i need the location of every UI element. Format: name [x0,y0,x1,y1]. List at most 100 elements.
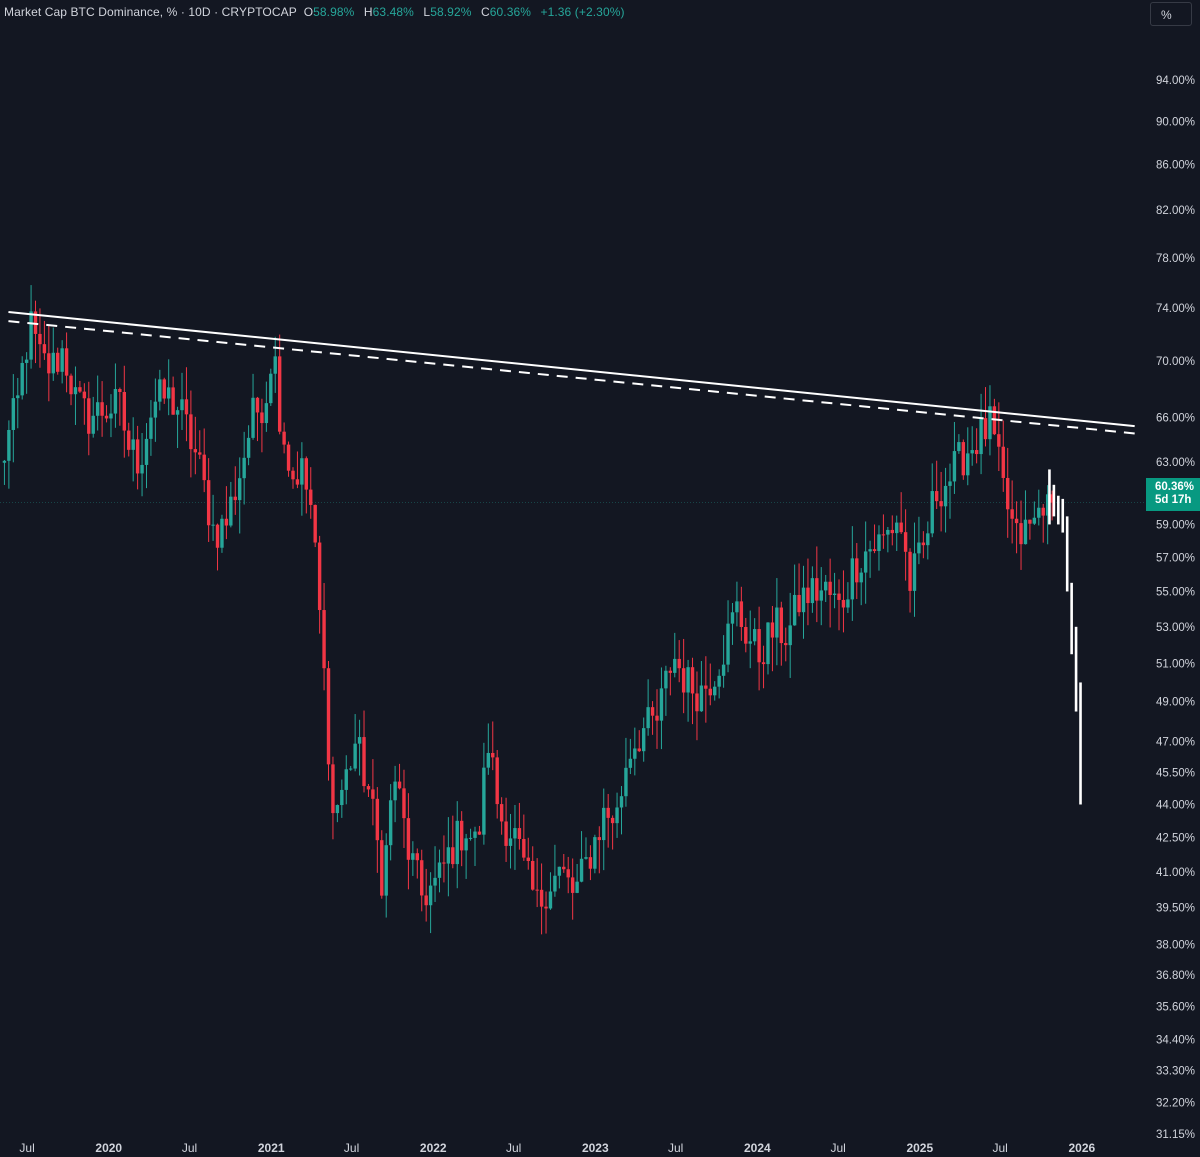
symbol-title[interactable]: Market Cap BTC Dominance, % · 10D · CRYP… [4,5,297,19]
candle [522,814,526,861]
open-value: 58.98% [313,5,355,19]
candle-body [393,781,397,801]
candle-body [127,430,131,450]
candle-body [912,553,917,591]
candle-body [979,418,983,455]
candle [215,523,220,571]
candle [380,830,384,899]
candle-body [792,594,797,626]
x-tick-label: 2026 [1068,1141,1095,1155]
candle [721,635,726,688]
candle-body [593,837,597,869]
candle [127,422,131,457]
candle [69,373,73,406]
candle-body [1023,519,1028,545]
candle [73,366,78,425]
candle-body [371,789,375,799]
candle [459,811,464,867]
candle-body [832,593,837,595]
candle [619,786,624,835]
candle [917,516,921,565]
candle [868,540,872,578]
candle-body [1019,523,1023,545]
candle-body [104,415,109,419]
candle-body [1001,446,1005,478]
time-axis[interactable]: Jul 2020 Jul 2021 Jul 2022 Jul 2023 Jul 2024 Jul 20… [19,1141,1095,1155]
candle [1041,504,1045,543]
candle-body [997,434,1001,447]
y-tick-label: 49.00% [1156,697,1195,709]
candle [166,359,171,416]
y-tick-label: 31.15% [1156,1129,1195,1141]
candle [1050,490,1054,521]
candle-body [362,737,366,787]
candle [584,837,588,860]
candle-body [948,481,952,486]
candle [815,546,819,623]
candle-body [366,786,371,790]
candle-body [757,629,761,663]
candle [242,431,246,505]
candle [20,356,24,400]
candle-body [668,670,673,673]
scale-unit-button[interactable]: % [1150,2,1192,26]
candle [966,427,970,486]
candle [992,398,997,436]
candle [517,802,522,850]
candle [277,334,282,435]
candle-body [442,862,446,864]
candle-body [166,387,171,399]
candle-body [224,518,229,526]
candle-body [539,889,544,907]
candle-body [304,458,309,490]
candle-body [424,895,428,906]
candle-body [584,857,588,859]
candle [957,434,961,454]
y-tick-label: 35.60% [1156,1002,1195,1014]
candle [553,844,557,897]
candle [562,854,566,873]
candle-body [615,807,619,824]
y-tick-label: 55.00% [1156,586,1195,598]
candle-body [322,610,326,669]
candle-body [486,752,491,768]
candle [224,486,229,540]
candle [353,714,357,772]
candle-body [7,429,11,461]
candle-body [868,549,872,552]
candle [752,618,757,646]
candle-body [149,417,153,439]
candle-body [473,831,477,838]
candle [650,701,655,735]
candle-body [766,622,770,665]
candle-body [930,491,934,534]
candle [819,567,823,626]
candle [198,430,202,460]
candle [331,756,335,840]
candle [118,387,122,426]
candle-body [313,504,317,543]
candle-body [344,769,348,790]
high-value: 63.48% [372,5,414,19]
y-tick-label: 78.00% [1156,253,1195,265]
candle [761,645,766,689]
candle [659,667,664,750]
candle-body [957,442,961,452]
candle [846,582,850,613]
candle [983,387,988,447]
candle [162,377,166,404]
candle-body [153,401,158,418]
candle-body [824,581,828,591]
candle [238,457,242,534]
candle-body [659,688,664,721]
candle-body [78,387,82,392]
candle-body [1006,477,1010,510]
trendlines[interactable] [8,311,1135,435]
candle-body [881,534,886,536]
candle [713,681,717,701]
candle-body [926,533,930,546]
candle-body [1032,517,1037,524]
price-axis[interactable]: 94.00% 90.00% 86.00% 82.00% 78.00% 74.00% 70.0… [1156,75,1195,1141]
candle [757,606,761,691]
